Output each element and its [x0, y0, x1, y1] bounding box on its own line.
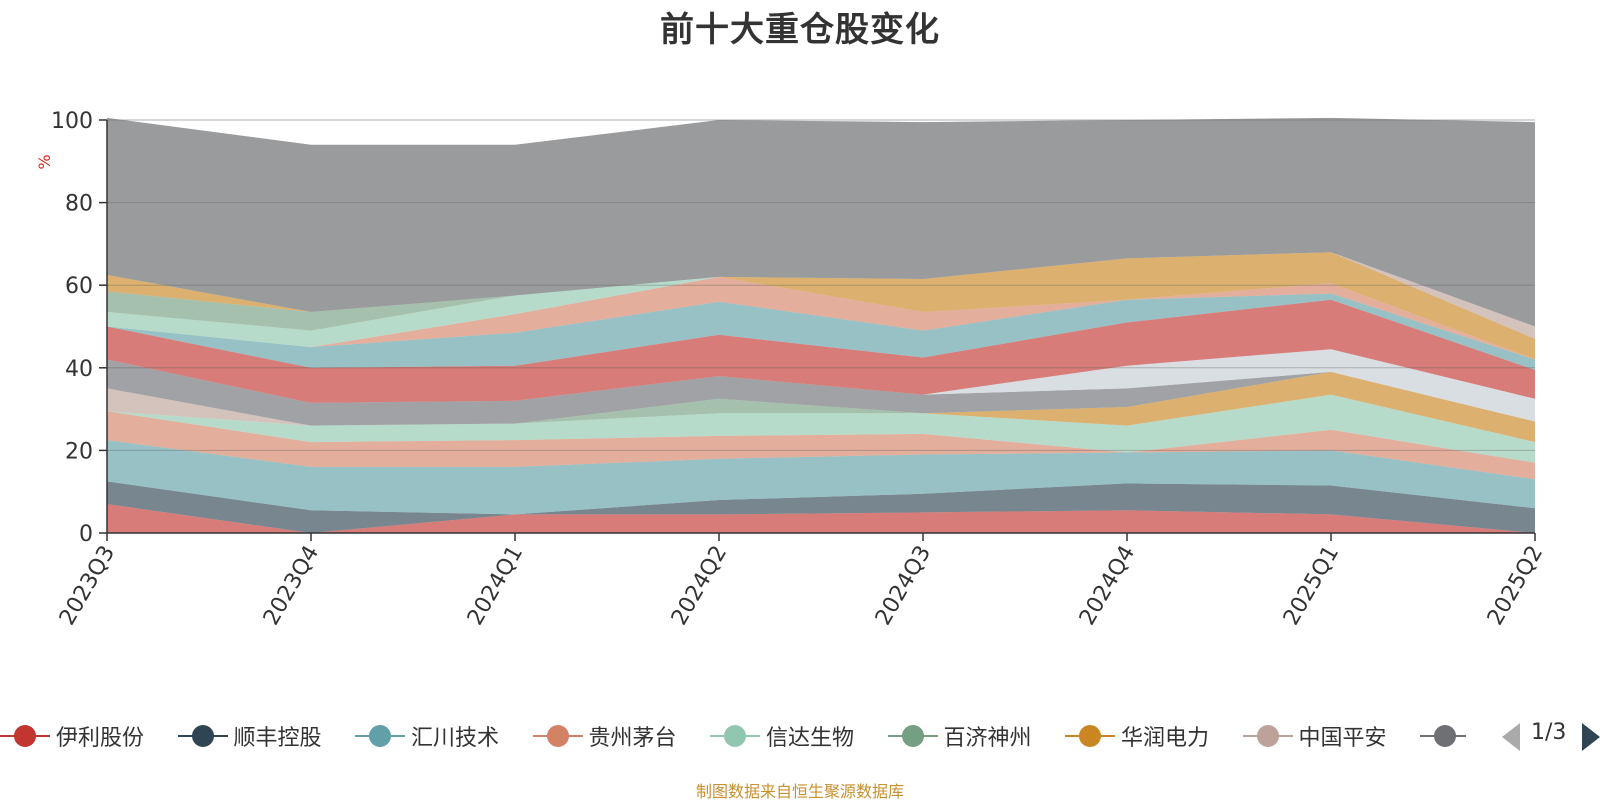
x-tick-label: 2023Q3	[55, 542, 120, 630]
legend-page-indicator: 1/3	[1531, 720, 1567, 745]
legend-item[interactable]: 汇川技术	[355, 714, 499, 758]
area-series-4[interactable]	[107, 411, 1535, 480]
legend-label: 伊利股份	[56, 726, 145, 751]
legend-item[interactable]: 信达生物	[710, 714, 854, 758]
area-series-10[interactable]	[107, 349, 1535, 422]
legend-item[interactable]: 贵州茅台	[532, 714, 677, 758]
legend-items: 伊利股份 顺丰控股 汇川技术 贵州茅台 信达生物 百济神州 华润电力 中国平安 宁德时代	[0, 714, 1466, 758]
legend-label: 中国平安	[1298, 726, 1387, 751]
x-tick-label: 2024Q3	[871, 542, 936, 630]
legend-item[interactable]: 顺丰控股	[177, 714, 322, 758]
area-series-5[interactable]	[107, 394, 1535, 463]
legend-item[interactable]: 华润电力	[1065, 714, 1209, 758]
y-tick-label: 100	[51, 109, 93, 134]
legend-label: 顺丰控股	[233, 726, 322, 751]
legend-marker-icon	[355, 725, 405, 747]
area-series-7[interactable]	[107, 371, 1535, 443]
x-tick-label: 2025Q2	[1483, 542, 1548, 630]
x-tick-label: 2024Q2	[667, 542, 732, 630]
y-tick-label: 20	[65, 439, 93, 464]
y-tick-label: 40	[65, 357, 93, 382]
area-series-13[interactable]	[107, 276, 1535, 360]
data-source-note: 制图数据来自恒生聚源数据库	[695, 782, 904, 801]
legend-marker-icon	[1420, 725, 1466, 747]
chart-title: 前十大重仓股变化	[660, 10, 940, 50]
y-tick-label: 60	[65, 274, 93, 299]
area-series-12[interactable]	[107, 293, 1535, 370]
area-series-2[interactable]	[107, 481, 1535, 533]
legend-marker-icon	[1242, 725, 1293, 747]
x-tick-label: 2023Q4	[259, 542, 324, 630]
y-tick-label: 80	[65, 192, 93, 217]
area-series-18[interactable]	[107, 117, 1535, 327]
area-series-1[interactable]	[107, 504, 1535, 533]
area-series-8[interactable]	[107, 371, 1535, 426]
legend-item[interactable]: 百济神州	[887, 714, 1032, 758]
area-series-11[interactable]	[107, 299, 1535, 403]
area-series-14[interactable]	[107, 276, 1535, 360]
legend-label: 汇川技术	[411, 726, 500, 751]
legend-label: 百济神州	[943, 726, 1032, 751]
y-unit-label: %	[35, 154, 54, 169]
stacked-area-chart: 0 20 40 60 80 100 2023Q3 2023Q4 2024Q1 2024Q2 2024…	[35, 109, 1548, 630]
legend-marker-icon	[177, 725, 228, 747]
area-series-9[interactable]	[107, 359, 1535, 426]
legend-label: 贵州茅台	[588, 726, 677, 751]
y-tick-label: 0	[79, 522, 93, 547]
legend-item[interactable]: 伊利股份	[0, 714, 144, 758]
x-tick-label: 2024Q4	[1075, 542, 1140, 630]
legend-marker-icon	[710, 725, 760, 747]
series-areas	[107, 117, 1535, 533]
legend-marker-icon	[887, 725, 938, 747]
legend-label: 信达生物	[766, 726, 855, 751]
x-tick-label: 2025Q1	[1279, 542, 1344, 630]
x-tick-label: 2024Q1	[463, 542, 528, 630]
legend-label: 华润电力	[1121, 726, 1210, 751]
legend-next-page-icon[interactable]	[1580, 722, 1600, 752]
legend-marker-icon	[0, 725, 50, 747]
legend-marker-icon	[1065, 725, 1115, 747]
area-series-3[interactable]	[107, 440, 1535, 515]
area-series-16[interactable]	[107, 252, 1535, 360]
legend-item[interactable]: 中国平安	[1242, 714, 1387, 758]
legend-prev-page-icon[interactable]	[1500, 722, 1522, 752]
legend-marker-icon	[532, 725, 583, 747]
legend-item[interactable]: 宁德时代	[1420, 714, 1466, 758]
legend: 伊利股份 顺丰控股 汇川技术 贵州茅台 信达生物 百济神州 华润电力 中国平安 宁德时代 1/3	[0, 714, 1600, 758]
